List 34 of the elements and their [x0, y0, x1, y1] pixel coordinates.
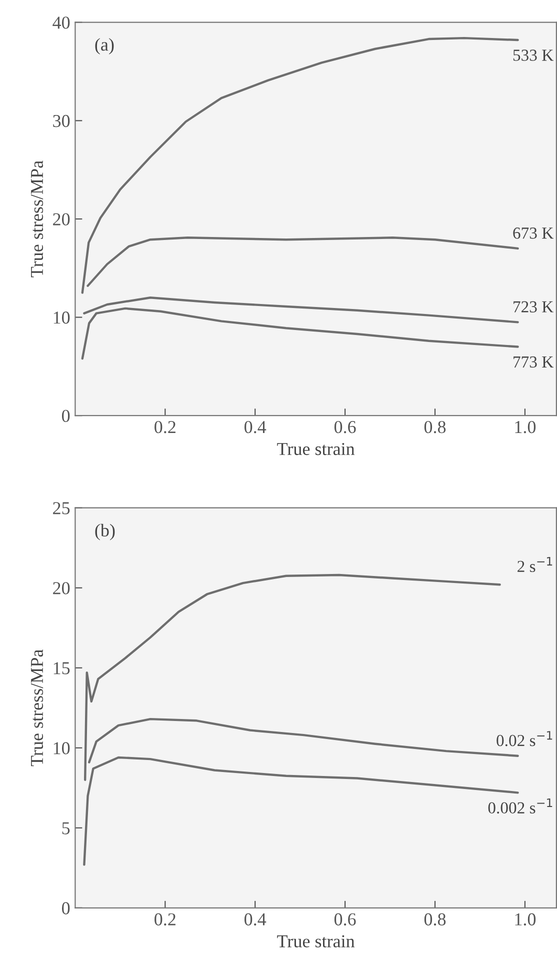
y-tick-label: 20 — [53, 582, 70, 594]
series-label: 0.02 s$^{−1}$ — [496, 731, 552, 746]
x-tick-label: 0.8 — [424, 913, 446, 926]
x-tick-label: 0.2 — [154, 420, 176, 434]
x-axis-title: True strain — [277, 935, 355, 948]
x-tick-label: 1.0 — [515, 420, 536, 434]
y-tick-label: 40 — [52, 16, 70, 29]
x-tick-label: 0.8 — [424, 420, 446, 434]
y-axis-title: True stress/MPa — [30, 160, 44, 278]
x-tick-label: 0.4 — [244, 913, 266, 926]
x-tick-label: 0.4 — [244, 420, 266, 434]
y-tick-label: 0 — [62, 902, 70, 914]
annotation: (b) — [95, 524, 115, 540]
y-tick-label: 10 — [54, 742, 70, 754]
x-tick-label: 0.2 — [154, 913, 176, 926]
annotation: (a) — [95, 38, 114, 54]
series-label: 2 s$^{−1}$ — [518, 557, 552, 572]
y-tick-label: 20 — [53, 213, 70, 226]
series-label: 0.002 s$^{−1}$ — [488, 798, 552, 814]
series-label: 723 K — [514, 301, 554, 312]
y-tick-label: 10 — [54, 312, 70, 324]
x-tick-label: 0.6 — [334, 913, 356, 926]
y-tick-label: 0 — [62, 410, 70, 422]
x-tick-label: 1.0 — [515, 913, 536, 926]
x-tick-label: 0.6 — [334, 420, 356, 434]
y-tick-label: 30 — [53, 114, 70, 128]
y-tick-label: 5 — [62, 822, 70, 834]
y-tick-label: 25 — [53, 502, 70, 514]
y-axis-title: True stress/MPa — [30, 650, 44, 766]
x-axis-title: True strain — [277, 442, 355, 456]
y-tick-label: 15 — [54, 662, 70, 674]
series-label: 673 K — [513, 228, 554, 239]
series-label: 773 K — [514, 356, 554, 368]
series-label: 533 K — [513, 50, 554, 61]
